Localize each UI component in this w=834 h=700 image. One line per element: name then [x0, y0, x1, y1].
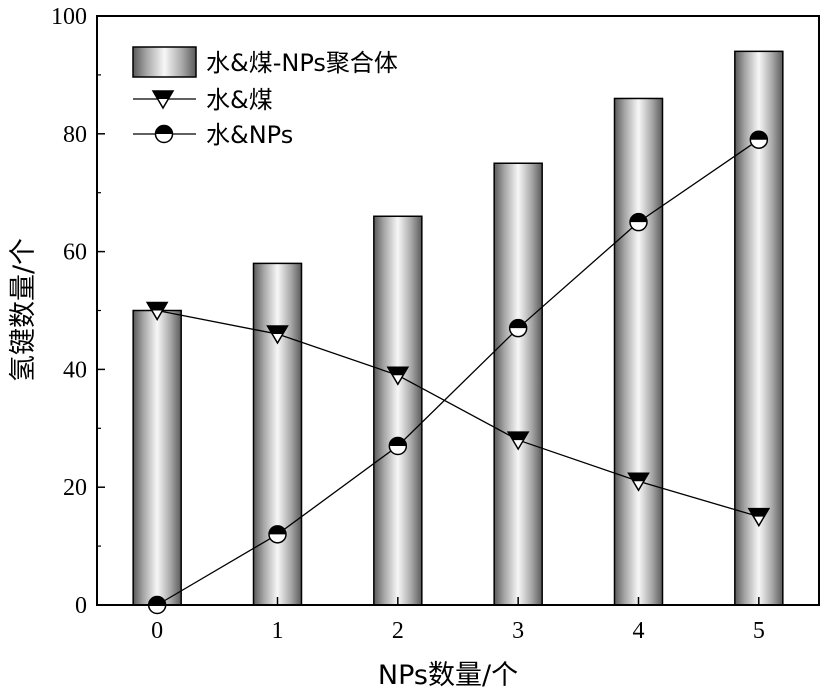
triangle-marker-fill-1	[267, 326, 288, 335]
y-tick-label-80: 80	[63, 122, 87, 148]
x-tick-label-0: 0	[151, 618, 163, 644]
circle-marker-fill-3	[509, 319, 527, 329]
legend-circle-marker-top	[155, 125, 173, 134]
y-tick-label-100: 100	[51, 4, 87, 30]
circle-marker-fill-4	[630, 213, 647, 223]
legend-label-bar: 水&煤-NPs聚合体	[206, 49, 398, 77]
triangle-marker-fill-3	[508, 432, 529, 441]
legend-label-triangle: 水&煤	[206, 86, 273, 114]
series-markers	[145, 130, 771, 615]
bar-2	[373, 215, 423, 606]
y-tick-label-40: 40	[63, 357, 87, 383]
series-lines	[156, 139, 760, 606]
x-tick-label-2: 2	[392, 618, 404, 644]
triangle-marker-fill-4	[628, 473, 649, 482]
y-tick-label-0: 0	[75, 593, 87, 619]
triangle-marker-fill-2	[387, 367, 408, 376]
circle-marker-fill-1	[269, 525, 286, 535]
bar-1	[252, 262, 303, 606]
y-tick-label-60: 60	[63, 240, 87, 266]
legend-label-circle: 水&NPs	[206, 121, 293, 149]
x-axis: 0 1 2 3 4 5	[151, 597, 765, 644]
triangle-marker-fill-5	[748, 508, 769, 517]
bar-0	[132, 309, 182, 606]
x-tick-label-5: 5	[753, 618, 765, 644]
x-tick-label-1: 1	[272, 618, 284, 644]
bar-3	[493, 162, 543, 606]
x-tick-label-4: 4	[633, 618, 645, 644]
y-axis-title: 氢键数量/个	[8, 238, 39, 382]
x-tick-label-3: 3	[512, 618, 524, 644]
legend-triangle-marker-top	[153, 91, 173, 99]
y-axis: 0 20 40 60 80 100	[51, 4, 105, 619]
series-line-2	[156, 139, 760, 606]
legend: 水&煤-NPs聚合体 水&煤 水&NPs	[132, 46, 398, 149]
x-axis-title: NPs数量/个	[378, 660, 518, 691]
series-line-1	[157, 309, 760, 518]
bar-4	[613, 97, 664, 606]
triangle-marker-fill-0	[147, 302, 168, 311]
legend-bar-swatch	[132, 46, 197, 78]
circle-marker-fill-2	[389, 437, 407, 446]
y-tick-label-20: 20	[63, 475, 87, 501]
circle-marker-fill-5	[750, 131, 768, 140]
